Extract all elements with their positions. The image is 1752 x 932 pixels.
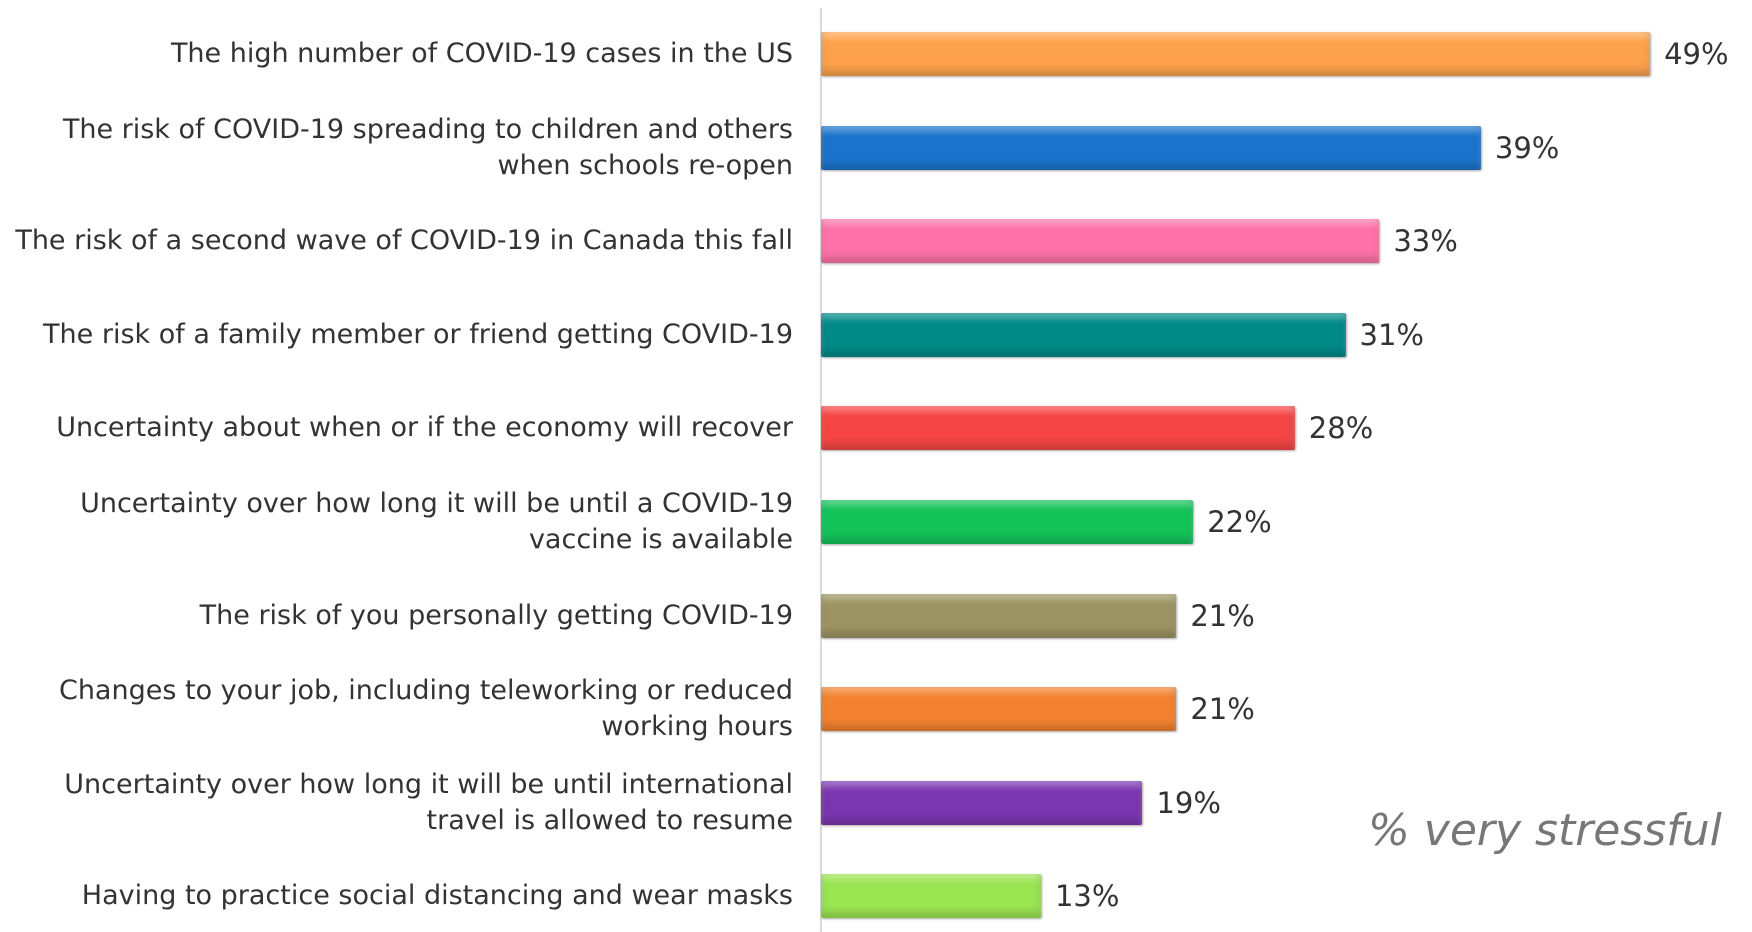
- annotation: % very stressful: [1368, 805, 1722, 856]
- category-label: The risk of a second wave of COVID-19 in…: [15, 225, 793, 257]
- value-label: 13%: [1054, 879, 1120, 914]
- category-label: The high number of COVID-19 cases in the…: [170, 38, 793, 69]
- category-label: The risk of COVID-19 spreading to childr…: [62, 113, 793, 181]
- category-label: Changes to your job, including teleworki…: [58, 675, 793, 743]
- category-label: Uncertainty about when or if the economy…: [56, 412, 793, 444]
- bar: [821, 125, 1481, 170]
- value-label: 28%: [1308, 411, 1374, 446]
- value-label: 49%: [1664, 37, 1729, 71]
- bar: [821, 500, 1194, 544]
- value-label: 19%: [1156, 785, 1221, 820]
- value-label: 39%: [1494, 130, 1560, 165]
- bar: [821, 687, 1177, 732]
- bar: [821, 780, 1143, 825]
- category-label: Having to practice social distancing and…: [81, 880, 793, 912]
- category-label: The risk of a family member or friend ge…: [43, 318, 793, 350]
- bar: [821, 593, 1177, 638]
- value-label: 31%: [1359, 317, 1424, 352]
- axis-line: [820, 8, 822, 932]
- category-label: Uncertainty over how long it will be unt…: [64, 768, 793, 836]
- value-label: 22%: [1207, 505, 1272, 539]
- value-label: 33%: [1393, 224, 1458, 259]
- value-label: 21%: [1190, 598, 1255, 633]
- bar: [821, 32, 1651, 76]
- bar: [821, 219, 1380, 264]
- bar: [821, 874, 1041, 919]
- bar: [821, 406, 1295, 451]
- category-label: Uncertainty over how long it will be unt…: [80, 488, 793, 555]
- category-label: The risk of you personally getting COVID…: [199, 599, 793, 631]
- value-label: 21%: [1190, 692, 1255, 727]
- bar: [821, 312, 1346, 357]
